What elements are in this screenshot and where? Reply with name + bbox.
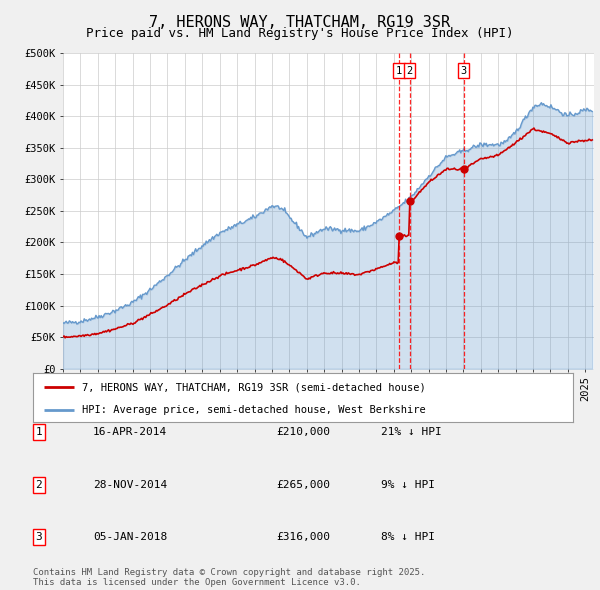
Text: Contains HM Land Registry data © Crown copyright and database right 2025.
This d: Contains HM Land Registry data © Crown c…: [33, 568, 425, 587]
Text: 21% ↓ HPI: 21% ↓ HPI: [381, 427, 442, 437]
Text: Price paid vs. HM Land Registry's House Price Index (HPI): Price paid vs. HM Land Registry's House …: [86, 27, 514, 40]
Text: £210,000: £210,000: [276, 427, 330, 437]
Text: £265,000: £265,000: [276, 480, 330, 490]
Text: 9% ↓ HPI: 9% ↓ HPI: [381, 480, 435, 490]
Text: 7, HERONS WAY, THATCHAM, RG19 3SR: 7, HERONS WAY, THATCHAM, RG19 3SR: [149, 15, 451, 30]
Text: 3: 3: [35, 532, 43, 542]
Text: 2: 2: [407, 65, 413, 76]
Text: 05-JAN-2018: 05-JAN-2018: [93, 532, 167, 542]
Text: 16-APR-2014: 16-APR-2014: [93, 427, 167, 437]
Text: 1: 1: [35, 427, 43, 437]
Text: 1: 1: [396, 65, 402, 76]
Text: 2: 2: [35, 480, 43, 490]
Text: HPI: Average price, semi-detached house, West Berkshire: HPI: Average price, semi-detached house,…: [82, 405, 425, 415]
Text: 28-NOV-2014: 28-NOV-2014: [93, 480, 167, 490]
Text: 3: 3: [460, 65, 467, 76]
Text: 7, HERONS WAY, THATCHAM, RG19 3SR (semi-detached house): 7, HERONS WAY, THATCHAM, RG19 3SR (semi-…: [82, 382, 425, 392]
Text: £316,000: £316,000: [276, 532, 330, 542]
Text: 8% ↓ HPI: 8% ↓ HPI: [381, 532, 435, 542]
